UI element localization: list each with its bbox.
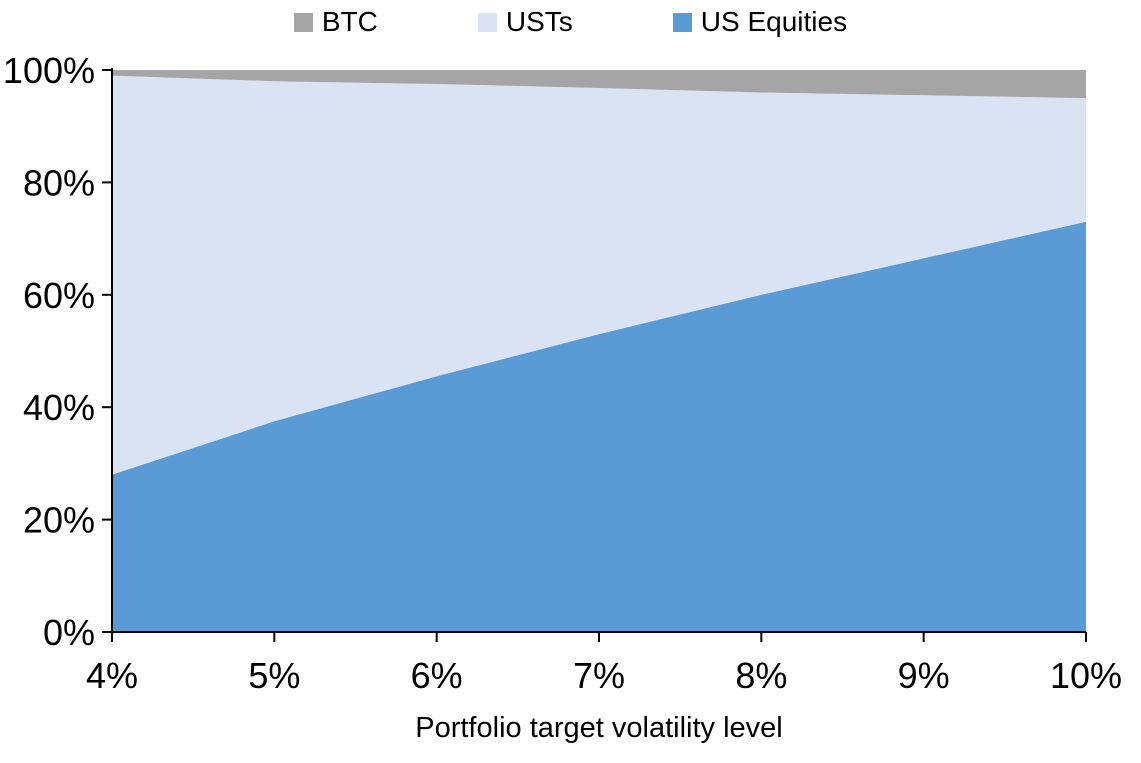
y-tick-label: 40% — [23, 387, 95, 428]
x-tick-label: 8% — [735, 655, 787, 696]
x-tick-label: 5% — [248, 655, 300, 696]
y-tick-label: 100% — [3, 50, 95, 91]
area-usts — [112, 75, 1086, 475]
x-tick-label: 9% — [898, 655, 950, 696]
x-tick-label: 4% — [86, 655, 138, 696]
x-tick-label: 6% — [411, 655, 463, 696]
x-tick-label: 10% — [1050, 655, 1122, 696]
y-tick-label: 0% — [43, 612, 95, 653]
area-us-equities — [112, 221, 1086, 633]
y-tick-label: 80% — [23, 162, 95, 203]
y-tick-label: 60% — [23, 275, 95, 316]
x-axis-title: Portfolio target volatility level — [415, 712, 783, 744]
area-btc — [112, 70, 1086, 99]
y-tick-label: 20% — [23, 500, 95, 541]
x-tick-label: 7% — [573, 655, 625, 696]
